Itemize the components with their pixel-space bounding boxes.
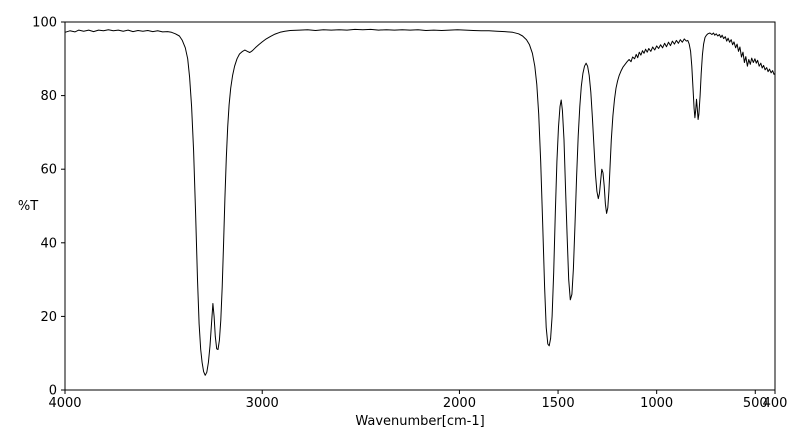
- x-tick-label: 1500: [542, 396, 575, 411]
- x-axis-label: Wavenumber[cm-1]: [355, 414, 484, 429]
- y-tick-label: 60: [40, 163, 57, 178]
- x-tick-label: 1000: [640, 396, 673, 411]
- x-tick-label: 3000: [246, 396, 279, 411]
- y-tick-label: 100: [32, 16, 57, 31]
- x-tick-label: 4000: [48, 396, 81, 411]
- y-tick-label: 80: [40, 89, 57, 104]
- x-tick-label: 400: [763, 396, 788, 411]
- y-tick-label: 20: [40, 310, 57, 325]
- y-tick-label: 0: [49, 384, 57, 399]
- x-tick-label: 2000: [443, 396, 476, 411]
- x-tick-label: 500: [743, 396, 768, 411]
- spectrum-trace: [64, 28, 776, 376]
- plot-frame: [64, 21, 776, 391]
- axis-ticks: [61, 21, 776, 394]
- y-axis-label: %T: [18, 199, 38, 214]
- y-tick-label: 40: [40, 236, 57, 251]
